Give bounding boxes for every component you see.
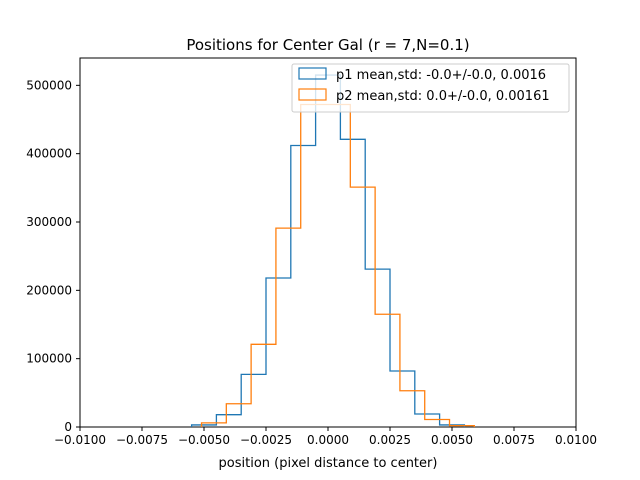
y-tick-label: 0	[64, 420, 72, 434]
x-axis-label: position (pixel distance to center)	[219, 456, 438, 471]
x-tick-label: −0.0025	[240, 433, 292, 447]
series-layer	[190, 74, 475, 427]
x-tick-label: −0.0050	[178, 433, 230, 447]
legend-swatch-p1	[298, 67, 327, 80]
axes-frame	[79, 57, 577, 428]
x-tick-label: 0.0075	[493, 433, 535, 447]
histogram-series-p2	[200, 103, 475, 427]
legend-label-p1: p1 mean,std: -0.0+/-0.0, 0.0016	[336, 68, 546, 83]
x-tick-label: 0.0000	[307, 433, 349, 447]
y-tick-label: 100000	[26, 352, 72, 366]
plot-area	[79, 57, 577, 428]
x-tick-label: 0.0025	[369, 433, 411, 447]
x-tick-label: 0.0050	[431, 433, 473, 447]
y-tick-label: 500000	[26, 78, 72, 92]
y-tick-label: 200000	[26, 283, 72, 297]
legend-label-p2: p2 mean,std: 0.0+/-0.0, 0.00161	[336, 89, 550, 104]
legend-swatch-p2	[298, 88, 327, 101]
x-axis-ticks: −0.0100 −0.0075 −0.0050 −0.0025 0.0000 0.0025…	[54, 427, 597, 447]
histogram-series-p1	[190, 74, 466, 427]
chart-title: Positions for Center Gal (r = 7,N=0.1)	[186, 36, 469, 54]
y-tick-label: 300000	[26, 215, 72, 229]
x-tick-label: −0.0075	[116, 433, 168, 447]
y-axis-ticks: 0 100000 200000 300000 400000 500000	[26, 78, 80, 434]
x-tick-label: −0.0100	[54, 433, 106, 447]
y-tick-label: 400000	[26, 147, 72, 161]
legend-box	[291, 63, 570, 113]
x-tick-label: 0.0100	[555, 433, 597, 447]
legend: p1 mean,std: -0.0+/-0.0, 0.0016 p2 mean,s…	[291, 63, 570, 113]
